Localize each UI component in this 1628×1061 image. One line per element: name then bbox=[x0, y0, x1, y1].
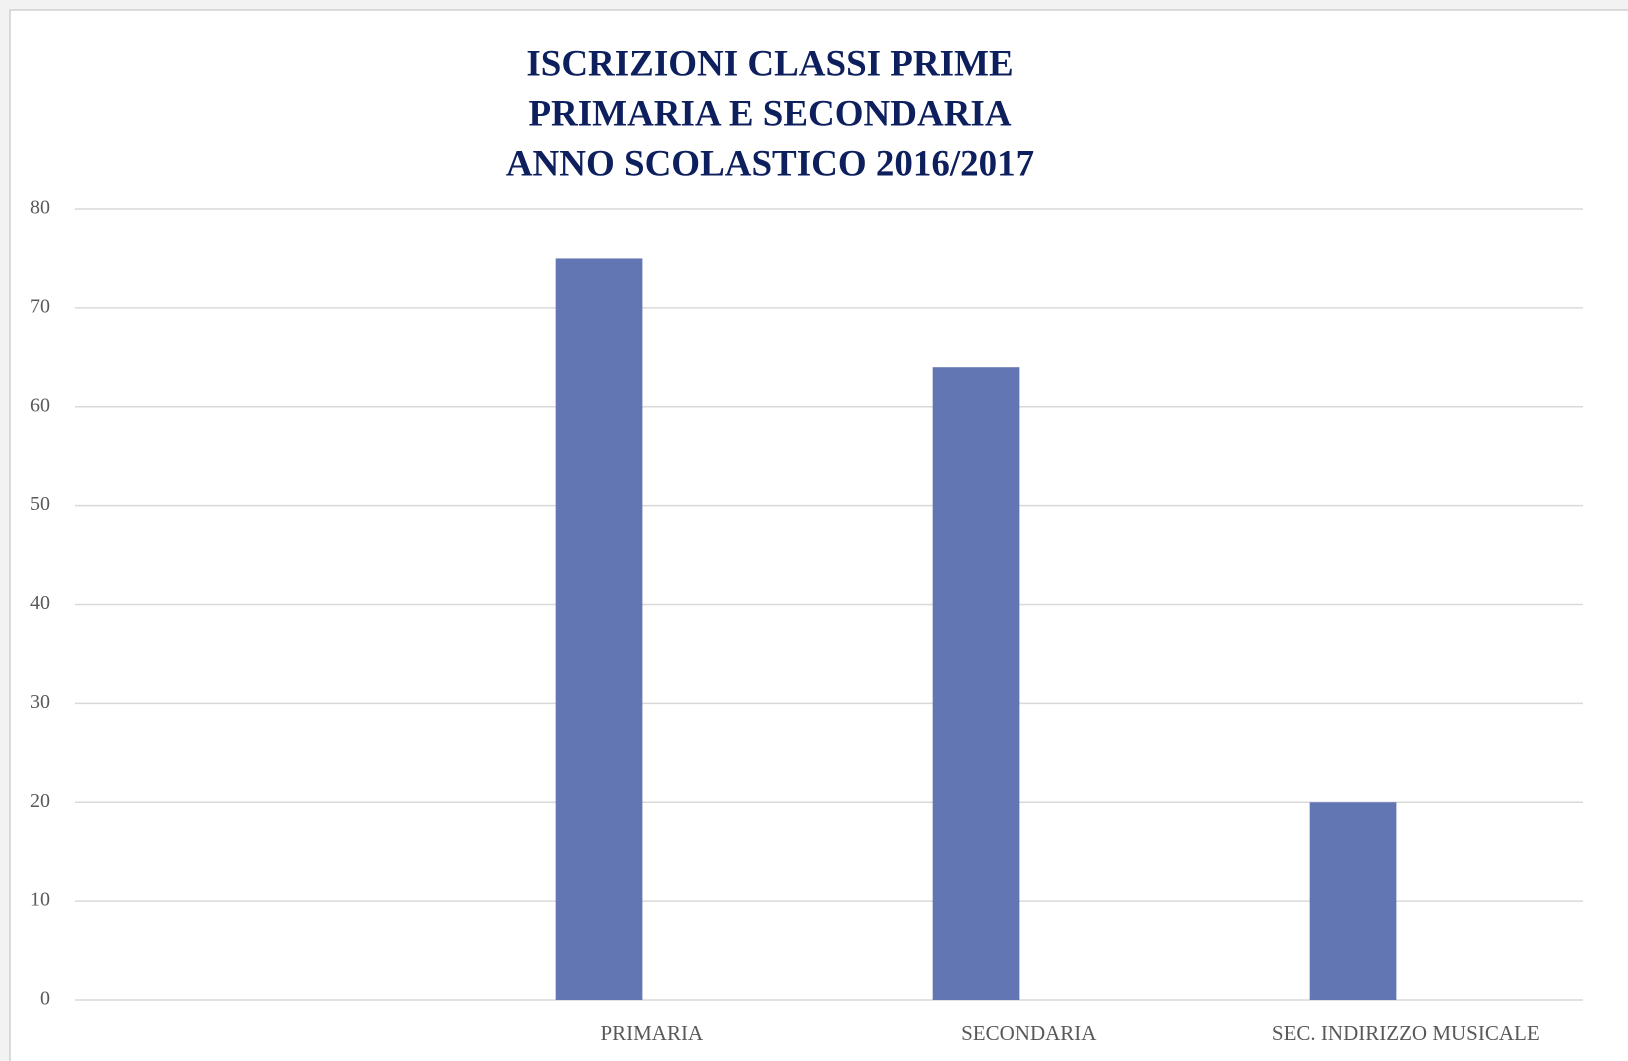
bar bbox=[555, 258, 643, 1000]
y-tick-label: 60 bbox=[30, 394, 50, 416]
y-tick-label: 50 bbox=[30, 493, 50, 515]
y-tick-label: 80 bbox=[30, 197, 50, 219]
x-tick-label: PRIMARIA bbox=[600, 1021, 704, 1045]
y-tick-label: 70 bbox=[30, 295, 50, 317]
y-tick-label: 10 bbox=[30, 889, 50, 911]
y-tick-label: 30 bbox=[30, 691, 50, 713]
chart-title: ANNO SCOLASTICO 2016/2017 bbox=[506, 143, 1034, 184]
bar bbox=[1309, 802, 1397, 1000]
y-tick-label: 40 bbox=[30, 592, 50, 614]
x-tick-label: SECONDARIA bbox=[961, 1021, 1097, 1045]
chart-title: PRIMARIA E SECONDARIA bbox=[528, 93, 1011, 134]
chart-title: ISCRIZIONI CLASSI PRIME bbox=[526, 43, 1013, 84]
bar bbox=[932, 367, 1020, 1000]
x-tick-label: SEC. INDIRIZZO MUSICALE bbox=[1272, 1021, 1540, 1045]
y-tick-label: 0 bbox=[40, 988, 50, 1010]
y-tick-label: 20 bbox=[30, 790, 50, 812]
